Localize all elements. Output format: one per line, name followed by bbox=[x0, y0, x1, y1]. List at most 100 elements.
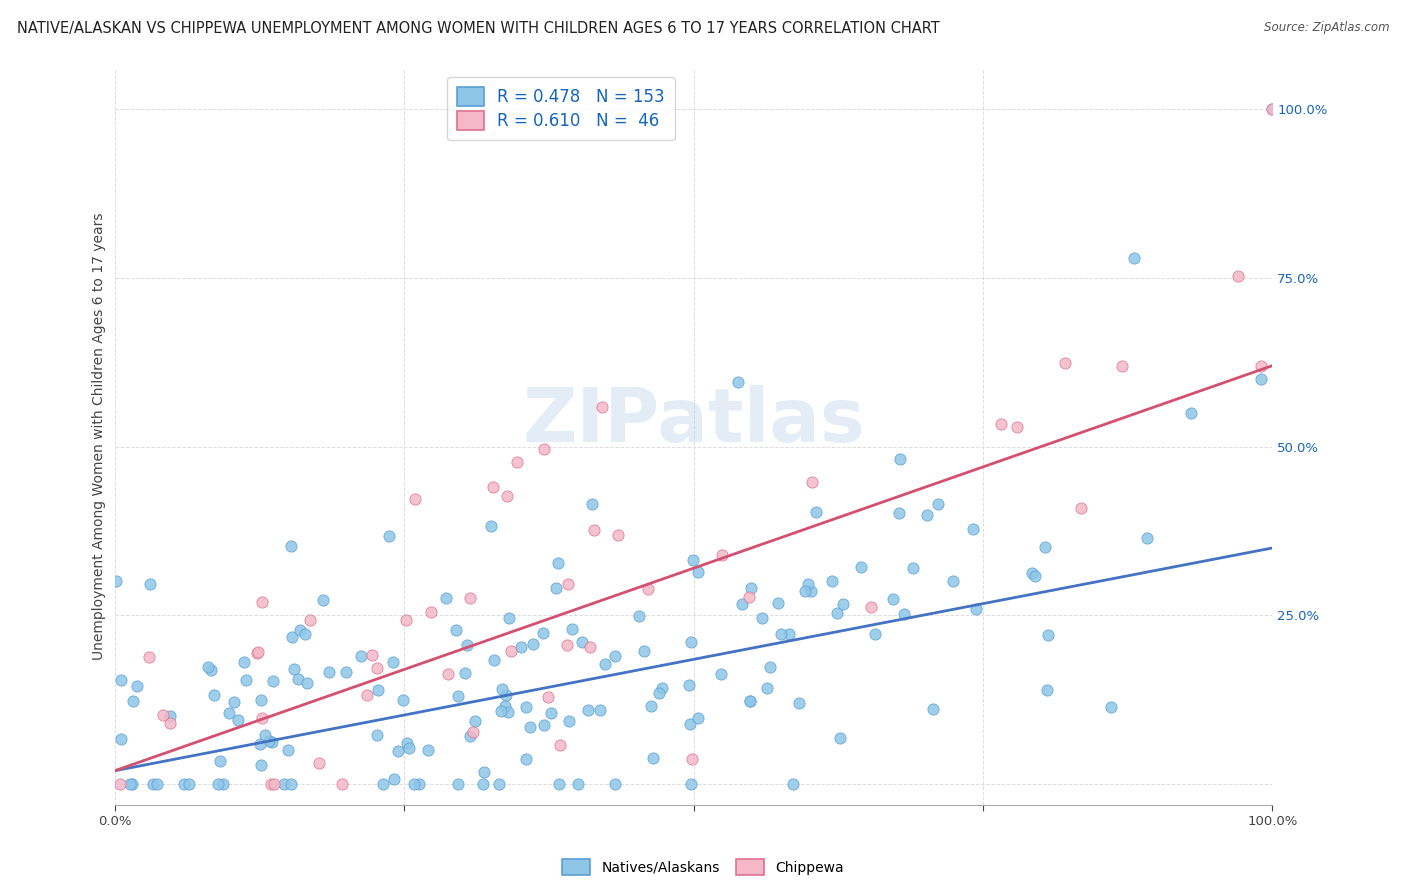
Point bbox=[398, 741, 420, 756]
Point bbox=[579, 640, 602, 655]
Point bbox=[262, 673, 284, 688]
Point bbox=[678, 678, 700, 692]
Point bbox=[740, 581, 762, 595]
Point bbox=[740, 694, 762, 708]
Point bbox=[138, 650, 160, 665]
Point bbox=[1024, 569, 1046, 583]
Point bbox=[318, 665, 340, 679]
Point bbox=[253, 728, 276, 742]
Point bbox=[458, 591, 481, 606]
Point bbox=[801, 475, 824, 489]
Point bbox=[800, 583, 823, 598]
Point bbox=[533, 442, 555, 457]
Point bbox=[226, 713, 249, 727]
Point bbox=[260, 735, 283, 749]
Point bbox=[1122, 251, 1144, 265]
Point bbox=[232, 655, 254, 669]
Point bbox=[641, 751, 664, 765]
Point bbox=[378, 529, 401, 543]
Point bbox=[567, 777, 589, 791]
Point bbox=[558, 714, 581, 728]
Point bbox=[294, 626, 316, 640]
Point bbox=[208, 754, 231, 768]
Point bbox=[737, 590, 759, 604]
Point bbox=[606, 528, 628, 542]
Point bbox=[453, 666, 475, 681]
Point bbox=[402, 777, 425, 791]
Point bbox=[260, 777, 283, 791]
Point bbox=[447, 690, 470, 704]
Point bbox=[515, 699, 537, 714]
Point bbox=[146, 777, 169, 791]
Point bbox=[287, 672, 309, 686]
Point bbox=[515, 752, 537, 766]
Point bbox=[246, 646, 269, 660]
Point bbox=[640, 698, 662, 713]
Point bbox=[711, 548, 734, 562]
Point bbox=[252, 595, 274, 609]
Point bbox=[555, 638, 578, 652]
Point bbox=[1053, 356, 1076, 370]
Point bbox=[419, 605, 441, 619]
Point bbox=[173, 777, 195, 791]
Point bbox=[1036, 627, 1059, 641]
Point bbox=[312, 593, 335, 607]
Legend: Natives/Alaskans, Chippewa: Natives/Alaskans, Chippewa bbox=[557, 854, 849, 880]
Point bbox=[830, 731, 852, 746]
Point bbox=[335, 665, 357, 679]
Point bbox=[605, 777, 627, 791]
Point bbox=[494, 698, 516, 713]
Point bbox=[263, 777, 285, 791]
Point bbox=[865, 627, 887, 641]
Point bbox=[250, 758, 273, 772]
Point bbox=[444, 623, 467, 637]
Point bbox=[200, 663, 222, 677]
Point bbox=[787, 697, 810, 711]
Point bbox=[1136, 531, 1159, 545]
Point bbox=[889, 506, 911, 520]
Y-axis label: Unemployment Among Women with Children Ages 6 to 17 years: Unemployment Among Women with Children A… bbox=[93, 213, 107, 660]
Point bbox=[901, 561, 924, 575]
Point bbox=[681, 752, 703, 766]
Point bbox=[548, 738, 571, 752]
Point bbox=[395, 736, 418, 750]
Point bbox=[295, 676, 318, 690]
Point bbox=[688, 711, 710, 725]
Point bbox=[637, 582, 659, 596]
Point bbox=[356, 688, 378, 702]
Point bbox=[509, 640, 531, 655]
Point bbox=[882, 591, 904, 606]
Point bbox=[489, 704, 512, 718]
Point bbox=[605, 648, 627, 663]
Point bbox=[770, 627, 793, 641]
Point bbox=[177, 777, 200, 791]
Point bbox=[768, 596, 790, 610]
Point bbox=[330, 777, 353, 791]
Point bbox=[298, 613, 321, 627]
Point bbox=[965, 601, 987, 615]
Point bbox=[110, 673, 132, 687]
Point bbox=[688, 565, 710, 579]
Point bbox=[589, 703, 612, 717]
Point bbox=[139, 577, 162, 591]
Point bbox=[207, 777, 229, 791]
Point bbox=[832, 598, 855, 612]
Point bbox=[288, 623, 311, 637]
Point bbox=[804, 505, 827, 519]
Point bbox=[122, 694, 145, 708]
Point bbox=[593, 657, 616, 671]
Point bbox=[679, 777, 702, 791]
Point bbox=[434, 591, 457, 606]
Point bbox=[197, 660, 219, 674]
Point bbox=[471, 777, 494, 791]
Point bbox=[1036, 682, 1059, 697]
Point bbox=[990, 417, 1012, 432]
Point bbox=[212, 777, 235, 791]
Point bbox=[1111, 359, 1133, 373]
Point bbox=[127, 679, 149, 693]
Point bbox=[922, 702, 945, 716]
Point bbox=[249, 693, 271, 707]
Point bbox=[537, 690, 560, 704]
Point bbox=[571, 635, 593, 649]
Point bbox=[738, 694, 761, 708]
